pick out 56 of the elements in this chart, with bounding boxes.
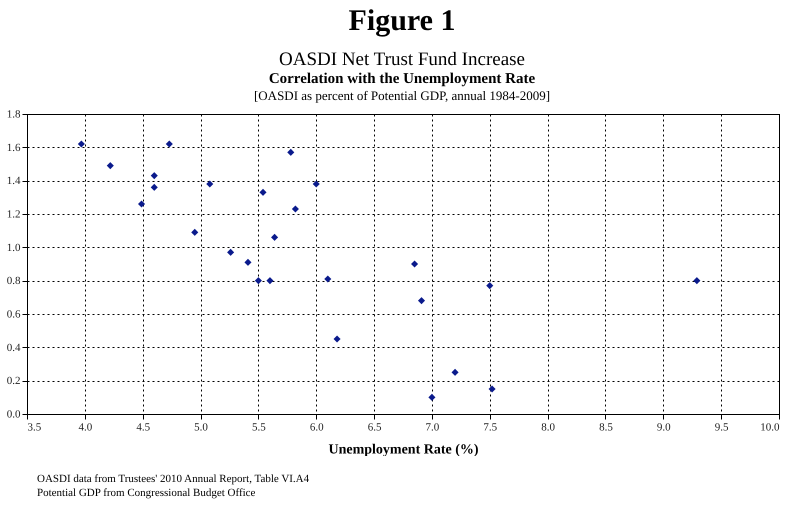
point xyxy=(312,180,320,188)
x-tick-label: 4.5 xyxy=(136,422,151,434)
y-tick-label: 1.2 xyxy=(6,208,20,220)
x-tick-label: 6.5 xyxy=(368,422,382,434)
point xyxy=(266,277,274,284)
point xyxy=(138,200,146,208)
point xyxy=(271,234,278,241)
y-tick-label: 0.8 xyxy=(6,275,21,288)
x-tick-label: 9.5 xyxy=(714,422,730,434)
x-tick-label: 9.0 xyxy=(656,422,672,434)
x-tick-label: 10.0 xyxy=(760,422,780,434)
point xyxy=(150,184,158,191)
point xyxy=(259,188,267,196)
point xyxy=(292,205,299,213)
text: [OASDI as percent of Potential GDP, annual 1984-2009] xyxy=(252,88,552,104)
point xyxy=(106,162,114,170)
point xyxy=(418,297,426,304)
x-tick-label: 7.5 xyxy=(483,422,498,434)
y-tick-label: 0.0 xyxy=(6,408,21,420)
point xyxy=(334,335,341,343)
y-tick-label: 0.6 xyxy=(6,308,21,320)
point xyxy=(227,248,234,256)
point xyxy=(488,385,496,393)
point xyxy=(693,277,700,284)
point xyxy=(244,258,252,266)
point xyxy=(287,148,294,156)
y-tick-label: 1.4 xyxy=(6,175,21,188)
chart-title: Figure 1 xyxy=(348,4,456,39)
point xyxy=(411,260,418,268)
point xyxy=(428,394,436,401)
x-tick-label: 3.5 xyxy=(28,422,42,434)
text: Potential GDP from Congressional Budget Office xyxy=(37,486,256,500)
y-tick-label: 1.6 xyxy=(6,142,21,154)
point xyxy=(452,368,459,376)
point xyxy=(254,277,262,284)
x-tick-label: 4.0 xyxy=(78,422,93,434)
point xyxy=(191,228,198,236)
text: OASDI data from Trustees' 2010 Annual Report, Table VI.A4 xyxy=(37,472,310,486)
y-tick-label: 0.4 xyxy=(6,342,21,354)
point xyxy=(324,275,332,283)
point xyxy=(150,172,158,180)
x-tick-label: 5.0 xyxy=(194,422,208,434)
y-tick-label: 1.0 xyxy=(6,242,21,254)
x-tick-label: 5.5 xyxy=(252,422,266,434)
chart-subtitle: OASDI Net Trust Fund Increase xyxy=(278,49,526,70)
point xyxy=(166,140,173,148)
point xyxy=(486,282,494,290)
point xyxy=(78,140,85,148)
y-tick-label: 0.2 xyxy=(6,375,20,388)
text: Correlation with the Unemployment Rate xyxy=(268,70,536,88)
x-tick-label: 8.0 xyxy=(541,422,556,434)
point xyxy=(206,180,214,188)
y-tick-label: 1.8 xyxy=(6,108,21,120)
x-tick-label: 8.5 xyxy=(599,422,614,434)
x-tick-label: 6.0 xyxy=(310,422,324,434)
x-tick-label: 7.0 xyxy=(426,422,440,434)
